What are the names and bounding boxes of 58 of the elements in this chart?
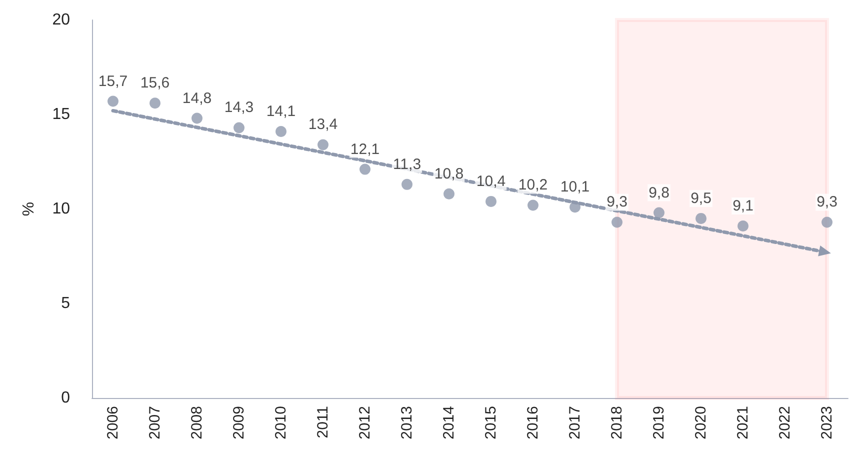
x-tick-label: 2023 — [818, 406, 836, 440]
data-label: 14,3 — [224, 99, 254, 116]
point — [150, 98, 160, 109]
x-tick-label: 2010 — [272, 406, 290, 440]
x-tick-label: 2022 — [776, 406, 794, 440]
x-tick-label: 2015 — [482, 406, 500, 440]
point — [822, 216, 832, 228]
y-axis-title: % — [20, 202, 38, 216]
x-tick-label: 2013 — [398, 406, 416, 440]
data-label: 13,4 — [308, 116, 338, 134]
point — [738, 220, 748, 232]
x-tick-label: 2018 — [608, 406, 626, 440]
x-tick-label: 2021 — [734, 406, 752, 440]
point — [192, 112, 202, 124]
x-tick-label: 2016 — [524, 406, 542, 440]
y-tick-label: 0 — [61, 390, 70, 406]
point — [108, 96, 118, 107]
data-label: 10,2 — [518, 176, 548, 194]
data-label: 9,5 — [690, 190, 712, 207]
y-tick-label: 20 — [52, 12, 70, 28]
x-tick-label: 2007 — [146, 406, 164, 440]
x-tick-label: 2017 — [566, 406, 584, 440]
point — [528, 200, 538, 211]
data-label: 11,3 — [392, 156, 422, 173]
point — [360, 164, 370, 175]
data-label: 9,3 — [816, 194, 838, 211]
x-tick-label: 2006 — [104, 406, 122, 440]
x-tick-label: 2009 — [230, 406, 248, 440]
data-label: 14,8 — [182, 90, 212, 107]
data-label: 12,1 — [350, 140, 380, 158]
point — [612, 216, 622, 228]
data-label: 9,3 — [606, 194, 628, 211]
point — [486, 196, 496, 207]
data-label: 10,4 — [476, 172, 506, 190]
data-label: 14,1 — [266, 103, 296, 120]
x-tick-label: 2012 — [356, 406, 374, 440]
data-label: 9,8 — [648, 184, 670, 202]
point — [444, 188, 454, 200]
point — [276, 126, 286, 138]
data-label: 15,7 — [98, 72, 128, 90]
data-label: 10,1 — [560, 178, 590, 196]
data-label: 10,8 — [434, 165, 464, 182]
x-tick-label: 2020 — [692, 406, 710, 440]
y-tick-label: 5 — [61, 295, 70, 312]
point — [402, 178, 412, 190]
y-tick-label: 10 — [52, 200, 70, 218]
x-tick-label: 2011 — [314, 406, 332, 438]
point — [234, 122, 244, 134]
point — [654, 207, 664, 218]
point — [318, 139, 328, 150]
y-tick-label: 15 — [52, 106, 70, 123]
x-tick-label: 2008 — [188, 406, 206, 440]
point — [696, 212, 706, 224]
point — [570, 202, 580, 213]
data-label: 9,1 — [732, 198, 754, 215]
x-tick-label: 2014 — [440, 406, 458, 440]
x-tick-label: 2019 — [650, 406, 668, 440]
data-label: 15,6 — [140, 74, 170, 92]
